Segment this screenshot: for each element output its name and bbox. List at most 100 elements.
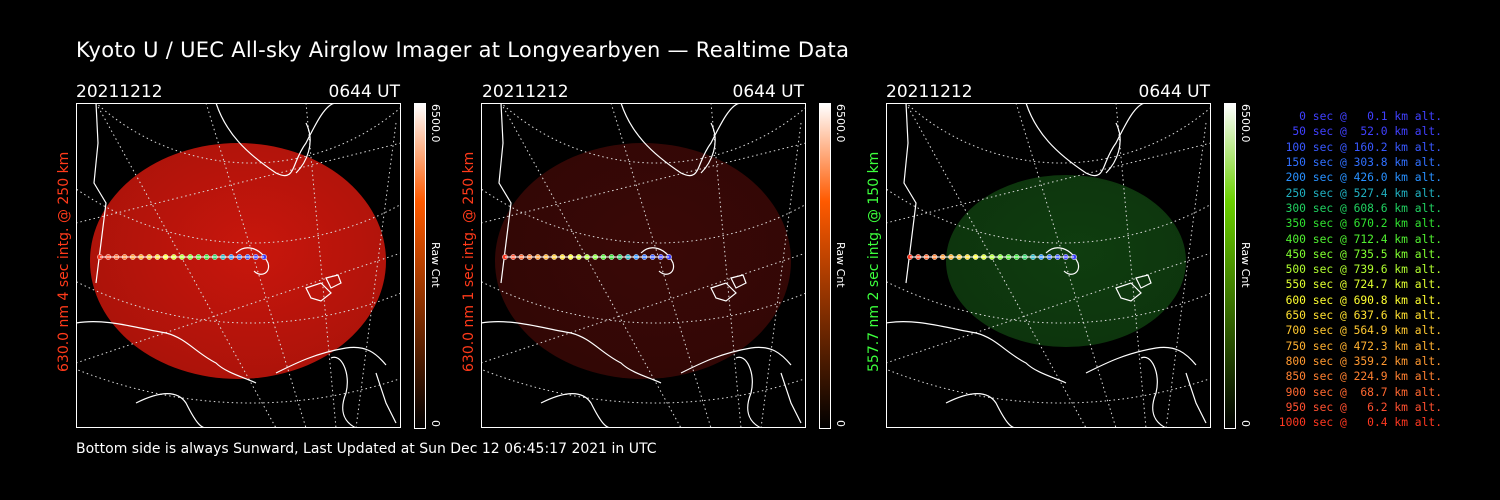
coastline	[235, 247, 270, 275]
panel-2-cbar-max: 6500.0	[834, 104, 847, 143]
airglow-disc	[946, 175, 1186, 347]
legend-row: 450 sec @ 735.5 km alt.	[1285, 247, 1442, 261]
legend-row: 400 sec @ 712.4 km alt.	[1285, 232, 1442, 246]
panel-2-image	[481, 103, 806, 428]
coastline	[295, 122, 311, 174]
coastline	[780, 372, 802, 424]
grid-meridian	[76, 252, 401, 364]
grid-arc	[905, 103, 1211, 164]
legend-row: 900 sec @ 68.7 km alt.	[1285, 385, 1442, 399]
panel-3-ylabel: 557.7 nm 2 sec intg. @ 150 km	[866, 151, 882, 372]
coastline	[275, 346, 387, 374]
legend-row: 200 sec @ 426.0 km alt.	[1285, 171, 1442, 185]
coastline	[540, 393, 612, 428]
panel-2-ylabel: 630.0 nm 1 sec intg. @ 250 km	[461, 151, 477, 372]
grid-meridian	[95, 103, 277, 428]
legend-row: 700 sec @ 564.9 km alt.	[1285, 324, 1442, 338]
panel-3-cbar-max: 6500.0	[1239, 104, 1252, 143]
grid-meridian	[710, 103, 742, 428]
panel-3-image	[886, 103, 1211, 428]
grid-arc	[76, 368, 401, 404]
legend-row: 50 sec @ 52.0 km alt.	[1292, 125, 1442, 139]
coastline	[1105, 122, 1121, 174]
grid-meridian	[905, 103, 1087, 428]
grid-arc	[481, 280, 806, 324]
coastline	[1185, 372, 1207, 424]
grid-meridian	[305, 103, 337, 428]
coastline	[886, 321, 1067, 384]
coastline	[498, 103, 512, 284]
grid-meridian	[1165, 122, 1207, 428]
legend-row: 950 sec @ 6.2 km alt.	[1285, 400, 1442, 414]
panel-1-time: 0644 UT	[328, 82, 401, 102]
grid-arc	[95, 103, 401, 164]
panel-frame	[481, 103, 806, 428]
panel-3-date: 20211212	[886, 82, 973, 102]
panel-2-colorbar	[819, 103, 831, 429]
coastline	[1045, 247, 1080, 275]
coastline	[700, 122, 716, 174]
grid-arc	[886, 280, 1211, 324]
coastline	[305, 282, 332, 302]
grid-meridian	[1115, 103, 1147, 428]
coastline	[903, 103, 917, 284]
grid-meridian	[481, 252, 806, 364]
panel-2-cbar-min: 0	[834, 420, 847, 427]
coastline	[215, 103, 337, 177]
legend-row: 850 sec @ 224.9 km alt.	[1285, 370, 1442, 384]
coastline	[93, 103, 107, 284]
coastline	[375, 372, 397, 424]
legend-row: 750 sec @ 472.3 km alt.	[1285, 339, 1442, 353]
panel-1-date: 20211212	[76, 82, 163, 102]
legend-row: 500 sec @ 739.6 km alt.	[1285, 263, 1442, 277]
coastline	[1135, 274, 1152, 289]
page-title: Kyoto U / UEC All-sky Airglow Imager at …	[76, 38, 850, 62]
grid-meridian	[886, 252, 1211, 364]
panel-3-cbar-min: 0	[1239, 420, 1252, 427]
coastline	[1085, 346, 1197, 374]
legend-row: 150 sec @ 303.8 km alt.	[1285, 155, 1442, 169]
legend-row: 800 sec @ 359.2 km alt.	[1285, 355, 1442, 368]
coastline	[1025, 103, 1147, 177]
coastline	[735, 356, 762, 428]
panel-frame	[886, 103, 1211, 428]
panel-1-colorbar	[414, 103, 426, 429]
panel-2-cbar-unit: Raw Cnt	[834, 242, 847, 288]
legend-row: 650 sec @ 637.6 km alt.	[1285, 309, 1442, 323]
legend-row: 1000 sec @ 0.4 km alt.	[1278, 416, 1442, 430]
grid-meridian	[500, 103, 682, 428]
altitude-legend: 0 sec @ 0.1 km alt. 50 sec @ 52.0 km alt…	[1262, 109, 1442, 431]
grid-arc	[76, 280, 401, 324]
grid-arc	[76, 188, 401, 244]
legend-row: 300 sec @ 608.6 km alt.	[1285, 201, 1442, 215]
coastline	[1115, 282, 1142, 302]
coastline	[620, 103, 742, 177]
legend-row: 550 sec @ 724.7 km alt.	[1285, 278, 1442, 292]
panel-2-date: 20211212	[482, 82, 569, 102]
panel-2-time: 0644 UT	[732, 82, 805, 102]
panel-frame	[76, 103, 401, 428]
coastline	[76, 321, 257, 384]
grid-meridian	[355, 122, 397, 428]
coastline	[945, 393, 1017, 428]
coastline	[730, 274, 747, 289]
panel-3-colorbar	[1224, 103, 1236, 429]
legend-row: 0 sec @ 0.1 km alt.	[1299, 110, 1442, 123]
coastline	[481, 321, 662, 384]
grid-arc	[481, 368, 806, 404]
coastline	[135, 393, 207, 428]
panel-1-cbar-max: 6500.0	[429, 104, 442, 143]
grid-meridian	[76, 142, 401, 224]
grid-arc	[886, 188, 1211, 244]
footer-note: Bottom side is always Sunward, Last Upda…	[76, 441, 657, 457]
airglow-disc	[90, 143, 386, 379]
legend-row: 100 sec @ 160.2 km alt.	[1285, 140, 1442, 154]
coastline	[680, 346, 792, 374]
panel-3-time: 0644 UT	[1138, 82, 1211, 102]
grid-arc	[886, 368, 1211, 404]
legend-row: 600 sec @ 690.8 km alt.	[1285, 293, 1442, 307]
airglow-disc	[495, 143, 791, 379]
panel-1-image	[76, 103, 401, 428]
legend-row: 350 sec @ 670.2 km alt.	[1285, 217, 1442, 231]
coastline	[325, 274, 342, 289]
